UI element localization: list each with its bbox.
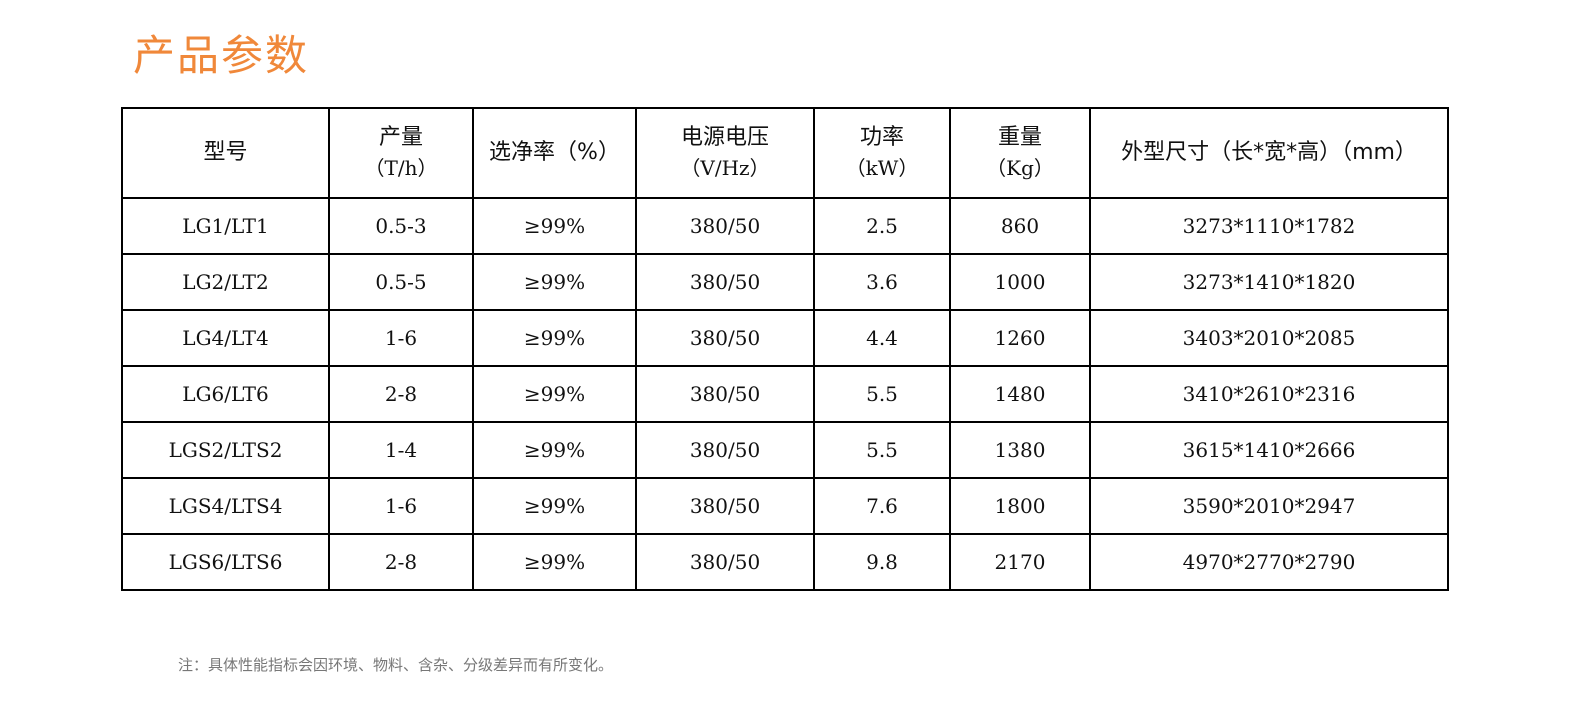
- table-cell: ≥99%: [472, 477, 637, 535]
- table-cell: 4.4: [813, 309, 951, 367]
- table-cell: 380/50: [635, 365, 815, 423]
- table-cell: 380/50: [635, 197, 815, 255]
- column-header-label: 外型尺寸（长*宽*高）（mm）: [1121, 140, 1417, 165]
- footnote: 注：具体性能指标会因环境、物料、含杂、分级差异而有所变化。: [178, 656, 614, 674]
- table-cell: 2-8: [328, 533, 474, 591]
- table-cell: ≥99%: [472, 253, 637, 311]
- column-header: 选净率（%）: [472, 107, 637, 199]
- page-title: 产品参数: [133, 31, 310, 80]
- table-cell: 380/50: [635, 309, 815, 367]
- table-cell: 1-6: [328, 477, 474, 535]
- table-row: LG1/LT1 0.5-3 ≥99% 380/50 2.5 860 3273*1110*17…: [121, 197, 1449, 255]
- column-header: 重量 （Kg）: [949, 107, 1091, 199]
- table-row: LG6/LT6 2-8 ≥99% 380/50 5.5 1480 3410*2610*231…: [121, 365, 1449, 423]
- table-cell: 3410*2610*2316: [1089, 365, 1449, 423]
- table-cell: 1-6: [328, 309, 474, 367]
- table-cell: 3.6: [813, 253, 951, 311]
- table-cell: 1260: [949, 309, 1091, 367]
- table-cell: LGS2/LTS2: [121, 421, 330, 479]
- table-cell: 3273*1110*1782: [1089, 197, 1449, 255]
- table-cell: LG4/LT4: [121, 309, 330, 367]
- table-cell: 0.5-3: [328, 197, 474, 255]
- table-cell: LGS4/LTS4: [121, 477, 330, 535]
- table-cell: ≥99%: [472, 309, 637, 367]
- table-row: LG4/LT4 1-6 ≥99% 380/50 4.4 1260 3403*2010*208…: [121, 309, 1449, 367]
- table-cell: 2-8: [328, 365, 474, 423]
- table-row: LGS4/LTS4 1-6 ≥99% 380/50 7.6 1800 3590*2010*2…: [121, 477, 1449, 535]
- column-header: 型号: [121, 107, 330, 199]
- table-cell: 380/50: [635, 533, 815, 591]
- table-cell: 860: [949, 197, 1091, 255]
- column-header-unit: （V/Hz）: [680, 156, 770, 180]
- column-header-label: 选净率（%）: [489, 140, 620, 165]
- table-cell: 3273*1410*1820: [1089, 253, 1449, 311]
- table-cell: 3403*2010*2085: [1089, 309, 1449, 367]
- table-cell: 3615*1410*2666: [1089, 421, 1449, 479]
- table-row: LGS6/LTS6 2-8 ≥99% 380/50 9.8 2170 4970*2770*2…: [121, 533, 1449, 591]
- table-cell: 380/50: [635, 477, 815, 535]
- column-header-unit: （Kg）: [986, 156, 1054, 180]
- column-header: 功率 （kW）: [813, 107, 951, 199]
- table-row: LG2/LT2 0.5-5 ≥99% 380/50 3.6 1000 3273*1410*1…: [121, 253, 1449, 311]
- table-cell: 1480: [949, 365, 1091, 423]
- table-cell: 0.5-5: [328, 253, 474, 311]
- table-cell: LG6/LT6: [121, 365, 330, 423]
- table-cell: ≥99%: [472, 533, 637, 591]
- table-cell: 5.5: [813, 365, 951, 423]
- table-row: LGS2/LTS2 1-4 ≥99% 380/50 5.5 1380 3615*1410*2…: [121, 421, 1449, 479]
- table-cell: 3590*2010*2947: [1089, 477, 1449, 535]
- table-cell: 5.5: [813, 421, 951, 479]
- table-cell: 380/50: [635, 253, 815, 311]
- column-header-label: 型号: [203, 140, 248, 165]
- column-header: 外型尺寸（长*宽*高）（mm）: [1089, 107, 1449, 199]
- table-cell: 1800: [949, 477, 1091, 535]
- table-cell: 9.8: [813, 533, 951, 591]
- table-cell: LGS6/LTS6: [121, 533, 330, 591]
- column-header: 电源电压 （V/Hz）: [635, 107, 815, 199]
- column-header-label: 电源电压: [680, 125, 769, 150]
- table-cell: 2170: [949, 533, 1091, 591]
- column-header-label: 重量: [997, 125, 1042, 150]
- table-cell: 7.6: [813, 477, 951, 535]
- table-cell: ≥99%: [472, 197, 637, 255]
- table-header-row: 型号 产量 （T/h） 选净率（%） 电源电压 （V/Hz） 功率 （kW） 重量 （Kg） 外型尺…: [121, 107, 1449, 199]
- column-header-unit: （T/h）: [364, 156, 438, 180]
- table-cell: 1000: [949, 253, 1091, 311]
- table-cell: 1-4: [328, 421, 474, 479]
- table-cell: 2.5: [813, 197, 951, 255]
- spec-table: 型号 产量 （T/h） 选净率（%） 电源电压 （V/Hz） 功率 （kW） 重量 （Kg） 外型尺…: [121, 107, 1449, 591]
- table-cell: 380/50: [635, 421, 815, 479]
- table-cell: 4970*2770*2790: [1089, 533, 1449, 591]
- table-cell: ≥99%: [472, 365, 637, 423]
- table-cell: ≥99%: [472, 421, 637, 479]
- column-header-unit: （kW）: [845, 156, 919, 180]
- column-header-label: 产量: [378, 125, 423, 150]
- column-header: 产量 （T/h）: [328, 107, 474, 199]
- table-cell: LG1/LT1: [121, 197, 330, 255]
- table-cell: 1380: [949, 421, 1091, 479]
- column-header-label: 功率: [859, 125, 904, 150]
- table-cell: LG2/LT2: [121, 253, 330, 311]
